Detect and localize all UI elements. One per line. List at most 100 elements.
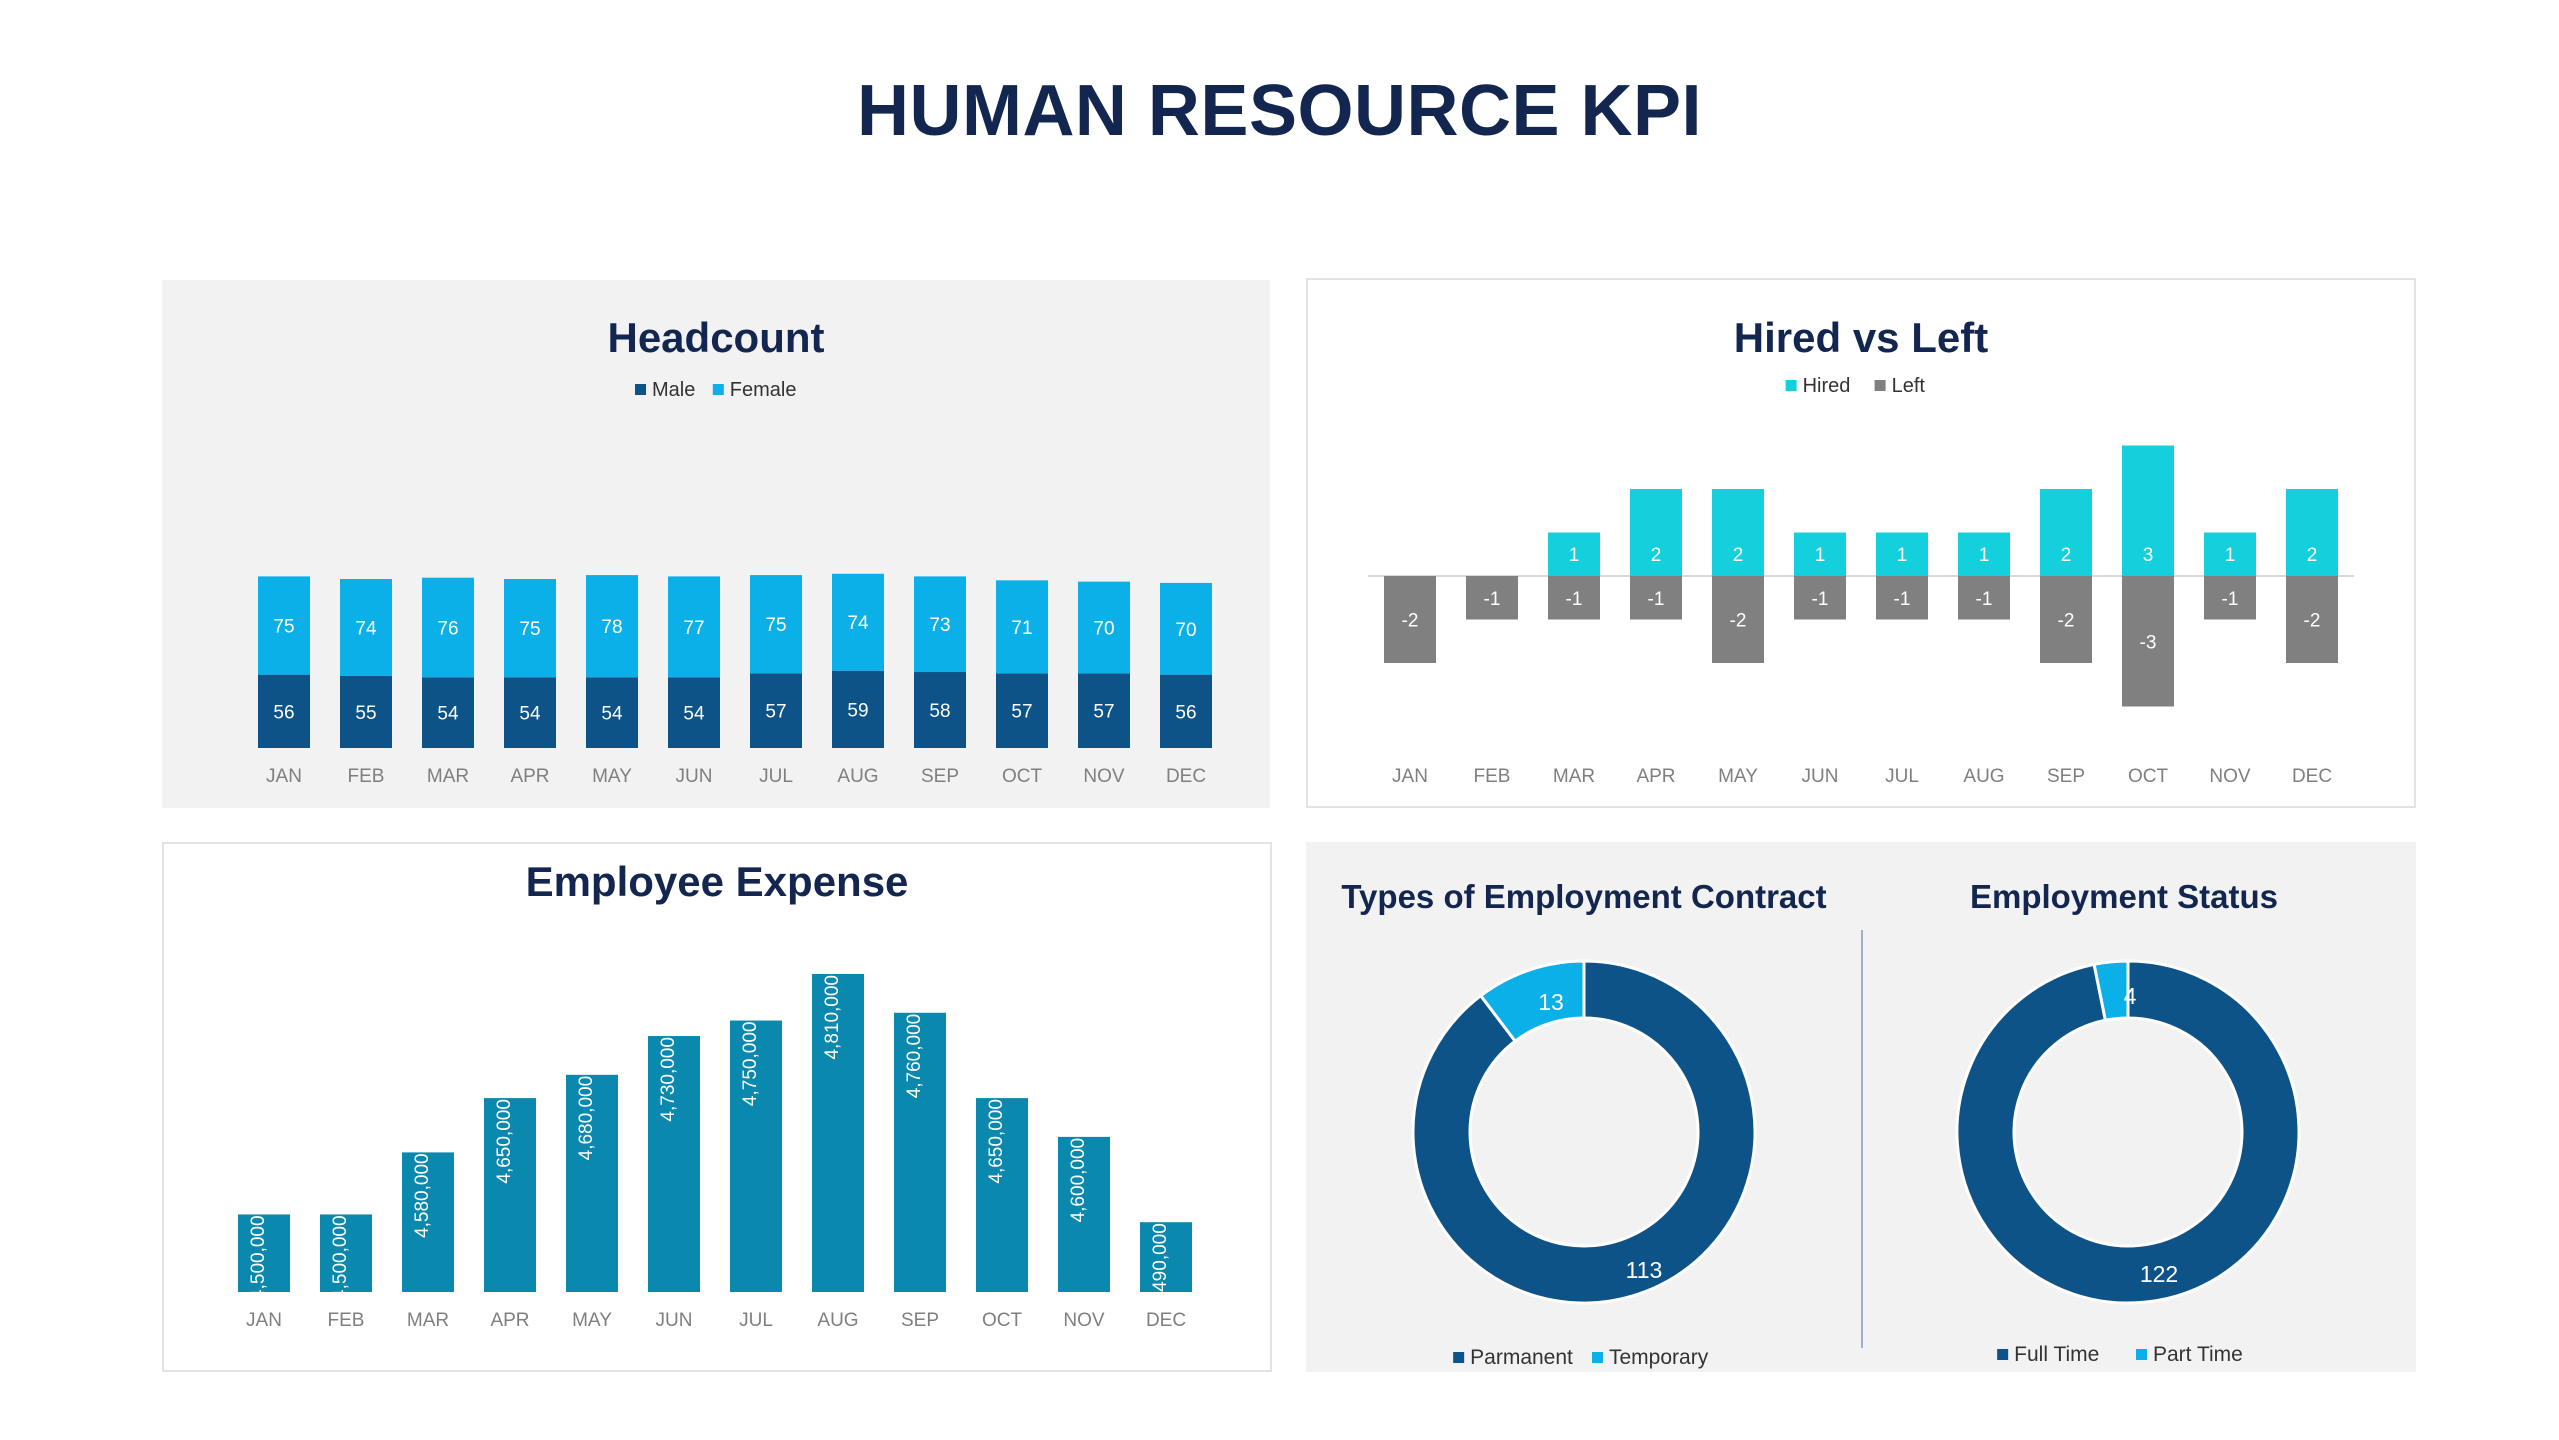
legend-swatch-temporary [1592,1352,1603,1363]
headcount-label-male: 54 [601,704,623,725]
headcount-bar-female [258,576,310,675]
expense-x-tick: JAN [246,1310,282,1331]
left-bar [2286,576,2338,663]
hired-bar [1712,489,1764,576]
expense-bar [976,1098,1028,1292]
headcount-label-male: 56 [1175,702,1196,723]
expense-value-label: 4,680,000 [576,1076,597,1161]
hired-label: 1 [1979,545,1990,566]
expense-value-label: 4,580,000 [412,1153,433,1238]
employment-donuts-chart: Types of Employment Contract 113 13 Parmane… [1341,878,2301,1369]
headcount-bar-female [422,577,474,678]
employee-expense-chart: Employee Expense 4,500,000 JAN 4,500,000 FEB… [238,858,1192,1331]
hired-vs-left-x-tick: SEP [2047,766,2085,787]
headcount-label-male: 54 [683,704,705,725]
employee-expense-title: Employee Expense [526,858,909,905]
headcount-bar-male [668,677,720,748]
expense-x-tick: JUN [656,1310,693,1331]
headcount-x-tick: JUN [676,766,713,787]
headcount-label-male: 56 [273,702,294,723]
left-label: -1 [1648,589,1665,610]
legend-label-hired: Hired [1803,375,1851,397]
donut-slice-part-time [2092,959,2130,1023]
expense-value-label: 4,650,000 [494,1099,515,1184]
expense-bar [402,1152,454,1292]
hired-vs-left-x-tick: JUN [1802,766,1839,787]
legend-swatch-parmanent [1453,1352,1465,1363]
expense-value-label: 4,500,000 [248,1215,269,1300]
expense-bar [566,1074,618,1292]
hired-label: 1 [1815,545,1826,566]
expense-bar [1140,1222,1192,1292]
types-of-employment-contract-title: Types of Employment Contract [1341,878,1826,915]
left-label: -1 [1812,589,1829,610]
headcount-label-female: 78 [601,617,622,638]
employee-expense-panel: Employee Expense 4,500,000 JAN 4,500,000 FEB… [162,842,1272,1372]
headcount-bar-female [750,575,802,674]
headcount-label-male: 57 [1011,702,1032,723]
legend-label-temporary: Temporary [1609,1346,1709,1369]
headcount-x-tick: APR [510,766,549,787]
hired-bar [2122,445,2174,576]
expense-x-tick: FEB [328,1310,365,1331]
expense-value-label: 4,810,000 [822,975,843,1060]
left-label: -1 [2222,589,2239,610]
left-bar [1384,576,1436,663]
hired-bar [1794,532,1846,576]
legend-label-left: Left [1892,375,1926,397]
headcount-label-male: 57 [765,702,786,723]
left-bar [2040,576,2092,663]
left-label: -3 [2140,632,2157,653]
hired-vs-left-x-tick: MAR [1553,766,1595,787]
hired-vs-left-x-tick: DEC [2292,766,2332,787]
left-label: -2 [2058,611,2075,632]
donut-label-full-time: 122 [2140,1261,2178,1287]
expense-bar [320,1214,372,1292]
hired-bar [2040,489,2092,576]
expense-value-label: 4,500,000 [330,1215,351,1300]
headcount-bar-male [832,670,884,748]
headcount-bar-female [340,579,392,676]
left-label: -2 [2304,611,2321,632]
expense-value-label: 4,730,000 [658,1037,679,1122]
hired-label: 1 [1897,545,1908,566]
legend-label-male: Male [652,379,695,401]
headcount-label-female: 75 [765,615,786,636]
headcount-x-tick: MAY [592,766,632,787]
expense-x-tick: AUG [817,1310,858,1331]
headcount-bar-male [586,677,638,748]
headcount-bar-female [1160,582,1212,675]
headcount-x-tick: DEC [1166,766,1206,787]
headcount-panel: Headcount Male Female 56 75 JAN 55 74 FEB 54 76 MAR… [162,280,1270,808]
hired-label: 2 [2061,545,2072,566]
hired-vs-left-title: Hired vs Left [1734,314,1988,361]
headcount-label-female: 73 [929,615,950,636]
headcount-x-tick: JAN [266,766,302,787]
expense-x-tick: SEP [901,1310,939,1331]
expense-bar [484,1098,536,1292]
legend-swatch-male [635,384,646,395]
hired-bar [1958,532,2010,576]
hired-vs-left-x-tick: AUG [1963,766,2004,787]
hired-vs-left-panel: Hired vs Left Hired Left -2 JAN -1 FEB 1 -1 MAR 2 -… [1306,278,2416,808]
headcount-x-tick: NOV [1083,766,1125,787]
left-label: -2 [1730,611,1747,632]
hired-label: 1 [1569,545,1580,566]
hired-vs-left-x-tick: NOV [2209,766,2251,787]
headcount-bar-male [1160,674,1212,748]
headcount-label-female: 76 [437,618,458,639]
left-bar [1958,576,2010,620]
headcount-x-tick: MAR [427,766,469,787]
headcount-label-female: 74 [847,613,869,634]
donut-slice-parmanent [1411,959,1757,1305]
legend-swatch-part-time [2136,1349,2147,1360]
expense-value-label: 4,750,000 [740,1022,761,1107]
left-bar [2204,576,2256,620]
headcount-bar-male [750,673,802,748]
headcount-bar-male [1078,673,1130,748]
expense-bar [648,1036,700,1292]
headcount-x-tick: FEB [348,766,385,787]
headcount-chart: Headcount Male Female 56 75 JAN 55 74 FEB 54 76 MAR… [258,314,1212,787]
expense-x-tick: MAY [572,1310,612,1331]
left-bar [1548,576,1600,620]
